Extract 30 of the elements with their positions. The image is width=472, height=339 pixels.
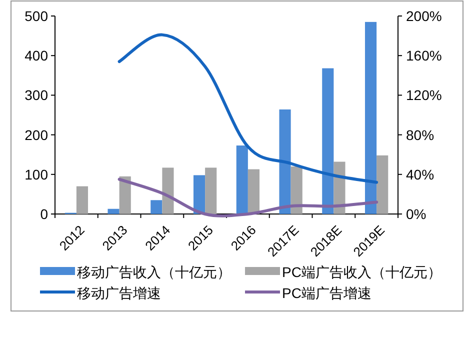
bar — [376, 155, 388, 214]
legend-label: PC端广告收入（十亿元） — [282, 264, 442, 280]
y-tick-label: 400 — [24, 48, 48, 64]
y-tick-label: 500 — [24, 8, 48, 24]
legend-label: PC端广告增速 — [282, 285, 372, 301]
bar — [279, 109, 291, 214]
bar — [193, 175, 206, 214]
y-tick-label: 100 — [24, 166, 48, 182]
y2-tick-label: 160% — [406, 48, 442, 64]
bar — [290, 166, 302, 214]
legend-label: 移动广告增速 — [77, 285, 161, 301]
y-tick-label: 200 — [24, 126, 48, 143]
bar — [236, 145, 248, 214]
y2-tick-label: 80% — [406, 126, 434, 143]
bar — [76, 186, 88, 214]
bar — [162, 168, 174, 214]
y-tick-label: 300 — [24, 87, 48, 104]
y2-tick-label: 40% — [406, 166, 434, 182]
y2-tick-label: 120% — [406, 87, 442, 104]
y-tick-label: 0 — [40, 206, 48, 222]
bar — [364, 22, 377, 214]
bar — [205, 168, 217, 214]
bar — [108, 208, 120, 214]
bar — [150, 200, 162, 214]
y2-tick-label: 0% — [406, 206, 426, 222]
bar — [322, 68, 334, 214]
legend-label: 移动广告收入（十亿元） — [77, 264, 231, 280]
bar — [248, 169, 260, 214]
y2-tick-label: 200% — [406, 8, 442, 24]
bar — [119, 176, 131, 214]
